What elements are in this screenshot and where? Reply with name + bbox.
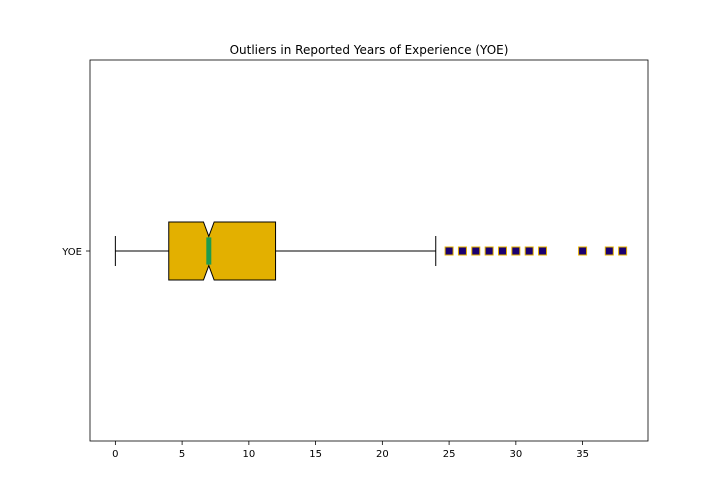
outlier-point-7 (538, 246, 548, 256)
x-tick-label-2: 10 (242, 449, 255, 460)
chart-title: Outliers in Reported Years of Experience… (230, 43, 509, 57)
outlier-point-4 (497, 246, 507, 256)
outlier-point-8 (578, 246, 588, 256)
x-tick-label-4: 20 (376, 449, 389, 460)
outlier-point-1 (457, 246, 467, 256)
x-tick-label-0: 0 (112, 449, 118, 460)
outlier-point-2 (471, 246, 481, 256)
plot-area-frame (89, 59, 649, 442)
x-tick-label-1: 5 (179, 449, 185, 460)
x-tick-label-3: 15 (309, 449, 322, 460)
outlier-point-0 (444, 246, 454, 256)
y-category-label-0: YOE (61, 247, 82, 258)
outlier-point-6 (524, 246, 534, 256)
outlier-point-3 (484, 246, 494, 256)
outlier-point-5 (511, 246, 521, 256)
x-tick-label-6: 30 (509, 449, 522, 460)
x-tick-label-7: 35 (576, 449, 589, 460)
outlier-point-10 (618, 246, 628, 256)
box-iqr (168, 221, 277, 281)
x-tick-label-5: 25 (443, 449, 456, 460)
outlier-point-9 (604, 246, 614, 256)
